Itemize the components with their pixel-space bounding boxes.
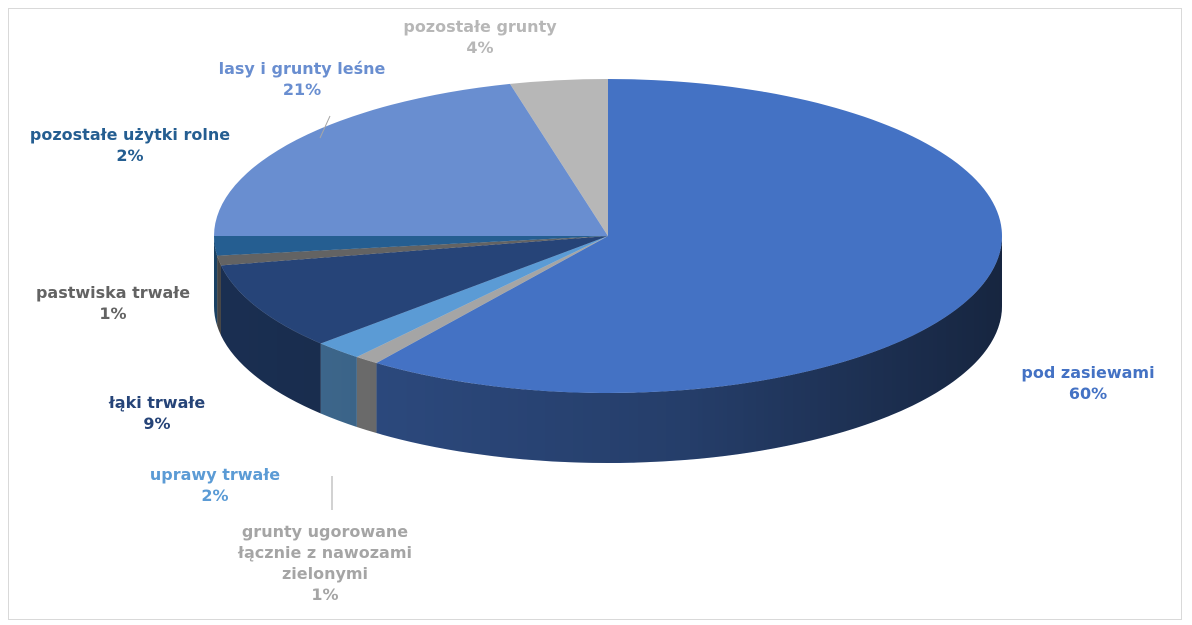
slice-value-label: 21% <box>283 80 321 99</box>
slice-value-label: 2% <box>116 146 143 165</box>
slice-label-3: łąki trwałe 9% <box>108 393 205 433</box>
slice-name-label: pastwiska trwałe <box>36 283 190 302</box>
pie-slice-1 <box>356 236 608 364</box>
slice-label-4: pastwiska trwałe 1% <box>36 283 190 323</box>
slice-label-5: pozostałe użytki rolne 2% <box>30 125 230 165</box>
slice-name-label: grunty ugorowane <box>242 522 408 541</box>
slice-value-label: 1% <box>99 304 126 323</box>
slice-label-0: pod zasiewami 60% <box>1021 363 1154 403</box>
pie-slice-4 <box>217 236 608 266</box>
pie-side-walls <box>214 236 1002 463</box>
slice-name-label: uprawy trwałe <box>150 465 280 484</box>
slice-name-label: pozostałe użytki rolne <box>30 125 230 144</box>
slice-name-label: lasy i grunty leśne <box>219 59 386 78</box>
slice-name-label: pozostałe grunty <box>403 17 557 36</box>
slice-value-label: 60% <box>1069 384 1107 403</box>
pie-slice-0 <box>376 79 1003 393</box>
leader-line-1 <box>319 115 331 139</box>
pie-slice-5 <box>214 236 608 256</box>
pie-slice-3 <box>220 236 608 344</box>
pie-top-faces <box>214 79 1003 393</box>
slice-value-label: 9% <box>143 414 170 433</box>
pie-slice-6 <box>214 83 608 237</box>
slice-value-label: 2% <box>201 486 228 505</box>
pie-slice-7 <box>510 79 608 236</box>
slice-label-7: pozostałe grunty 4% <box>403 17 557 57</box>
data-labels: pod zasiewami 60% grunty ugorowane łącznie … <box>30 17 1155 604</box>
pie-side-shading <box>214 236 1002 463</box>
slice-name-label: zielonymi <box>282 564 368 583</box>
leader-lines <box>319 115 333 510</box>
slice-label-2: uprawy trwałe 2% <box>150 465 280 505</box>
slice-name-label: łąki trwałe <box>108 393 205 412</box>
slice-name-label: pod zasiewami <box>1021 363 1154 382</box>
slice-label-6: lasy i grunty leśne 21% <box>219 59 386 99</box>
slice-value-label: 1% <box>311 585 338 604</box>
slice-value-label: 4% <box>466 38 493 57</box>
slice-name-label: łącznie z nawozami <box>237 543 412 562</box>
slice-label-1: grunty ugorowane łącznie z nawozami zielon… <box>237 522 412 604</box>
pie-slice-2 <box>320 236 608 357</box>
